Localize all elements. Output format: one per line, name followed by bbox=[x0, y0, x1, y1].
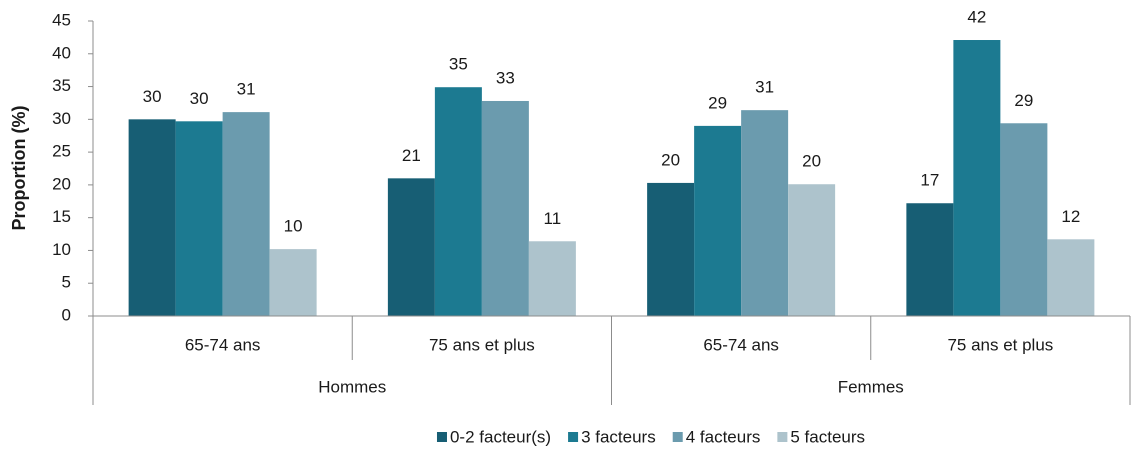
bar bbox=[906, 203, 954, 316]
bar bbox=[1000, 123, 1048, 317]
bar bbox=[788, 184, 836, 316]
value-label: 29 bbox=[1014, 91, 1033, 110]
legend-label: 4 facteurs bbox=[686, 427, 761, 446]
value-label: 31 bbox=[237, 80, 256, 99]
value-label: 17 bbox=[920, 171, 939, 190]
y-tick-label: 0 bbox=[62, 305, 71, 324]
bar bbox=[434, 87, 482, 316]
y-axis-title: Proportion (%) bbox=[9, 106, 29, 231]
value-label: 31 bbox=[755, 78, 774, 97]
legend-swatch bbox=[568, 432, 579, 442]
value-label: 10 bbox=[284, 217, 303, 236]
bar bbox=[269, 249, 317, 316]
group-label: Hommes bbox=[318, 377, 386, 396]
group-label: Femmes bbox=[838, 377, 904, 396]
bar bbox=[1047, 239, 1095, 316]
y-tick-label: 35 bbox=[52, 76, 71, 95]
bar bbox=[481, 100, 529, 316]
y-tick-label: 5 bbox=[62, 273, 71, 292]
y-tick-label: 25 bbox=[52, 142, 71, 161]
value-label: 20 bbox=[661, 150, 680, 169]
value-label: 30 bbox=[190, 89, 209, 108]
value-label: 11 bbox=[544, 209, 562, 228]
value-label: 30 bbox=[143, 87, 162, 106]
y-tick-label: 30 bbox=[52, 109, 71, 128]
x-tick-label: 65-74 ans bbox=[185, 335, 261, 354]
value-label: 42 bbox=[967, 7, 986, 26]
bar bbox=[387, 178, 435, 316]
bar bbox=[953, 40, 1001, 317]
value-label: 20 bbox=[802, 152, 821, 171]
bar bbox=[128, 119, 176, 316]
y-tick-label: 15 bbox=[52, 207, 71, 226]
value-label: 35 bbox=[449, 55, 468, 74]
bar bbox=[741, 110, 789, 317]
legend-swatch bbox=[672, 432, 683, 442]
value-label: 12 bbox=[1061, 207, 1080, 226]
legend-swatch bbox=[777, 432, 788, 442]
bar bbox=[647, 182, 695, 316]
value-label: 29 bbox=[708, 93, 727, 112]
y-tick-label: 20 bbox=[52, 174, 71, 193]
bar bbox=[222, 112, 270, 316]
value-label: 21 bbox=[402, 146, 421, 165]
bar bbox=[528, 241, 576, 316]
x-tick-label: 75 ans et plus bbox=[947, 335, 1053, 354]
bar bbox=[175, 121, 223, 316]
value-label: 33 bbox=[496, 68, 515, 87]
legend-label: 5 facteurs bbox=[790, 427, 865, 446]
y-tick-label: 10 bbox=[52, 240, 71, 259]
bar bbox=[694, 125, 742, 316]
y-tick-label: 45 bbox=[52, 10, 71, 29]
legend-label: 3 facteurs bbox=[581, 427, 656, 446]
x-tick-label: 65-74 ans bbox=[703, 335, 779, 354]
legend-swatch bbox=[436, 432, 447, 442]
y-tick-label: 40 bbox=[52, 43, 71, 62]
x-tick-label: 75 ans et plus bbox=[429, 335, 535, 354]
legend-label: 0-2 facteur(s) bbox=[450, 427, 551, 446]
